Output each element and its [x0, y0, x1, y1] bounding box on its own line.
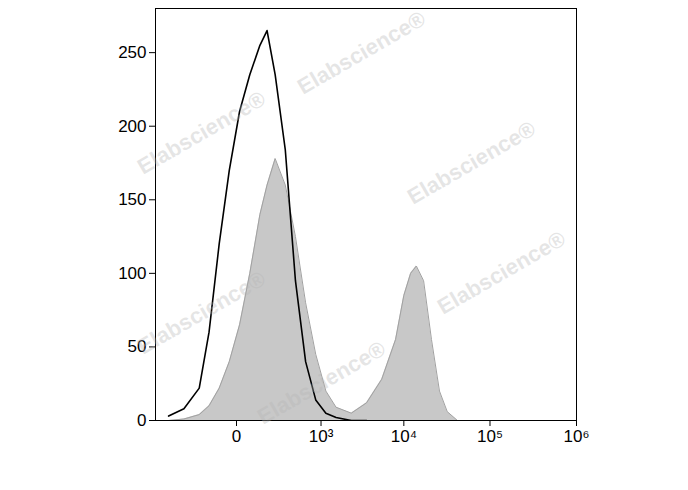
svg-text:10⁵: 10⁵ [477, 427, 503, 446]
svg-text:10³: 10³ [309, 427, 334, 446]
svg-text:200: 200 [118, 117, 146, 136]
svg-text:0: 0 [137, 411, 146, 430]
svg-text:150: 150 [118, 190, 146, 209]
svg-text:10⁴: 10⁴ [391, 427, 417, 446]
svg-text:100: 100 [118, 264, 146, 283]
svg-text:10⁶: 10⁶ [564, 427, 590, 446]
svg-text:250: 250 [118, 43, 146, 62]
svg-text:50: 50 [128, 337, 147, 356]
svg-text:0: 0 [232, 427, 241, 446]
